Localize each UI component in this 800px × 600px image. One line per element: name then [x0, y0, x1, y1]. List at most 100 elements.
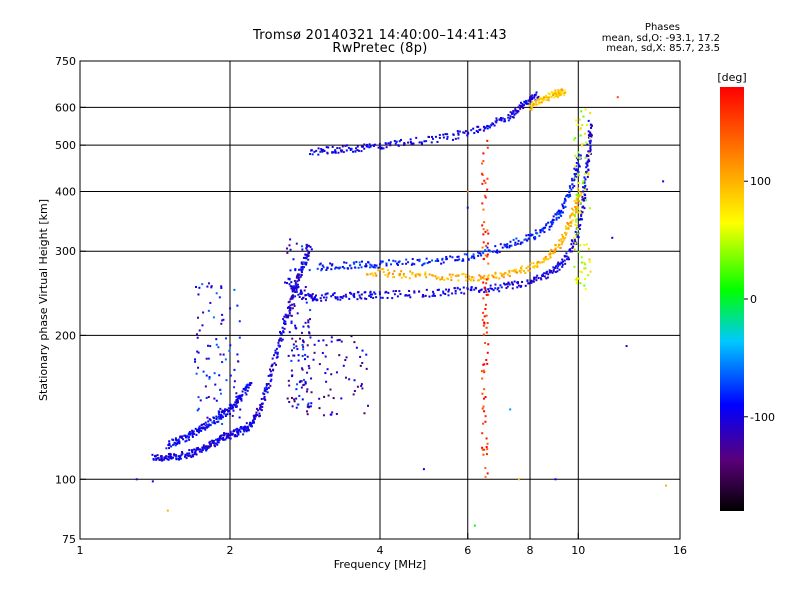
trace-point: [365, 143, 368, 146]
trace-point: [565, 226, 568, 229]
trace-point: [589, 148, 592, 151]
cluster-point: [573, 213, 576, 216]
trace-point: [527, 282, 530, 285]
trace-point: [246, 389, 249, 392]
cluster-point: [574, 220, 577, 223]
trace-point: [289, 298, 292, 301]
trace-point: [285, 282, 288, 285]
cluster-point: [345, 356, 348, 359]
cluster-point: [577, 182, 580, 185]
cluster-point: [577, 251, 580, 254]
cluster-point: [579, 134, 582, 137]
cluster-point: [588, 152, 591, 155]
trace-point: [477, 279, 480, 282]
trace-point: [167, 444, 170, 447]
trace-point: [166, 458, 169, 461]
cluster-point: [308, 367, 311, 370]
cluster-point: [353, 390, 356, 393]
cluster-point: [355, 346, 358, 349]
trace-point: [548, 225, 551, 228]
cluster-point: [584, 263, 587, 266]
trace-point: [351, 150, 354, 153]
trace-point: [203, 427, 206, 430]
cluster-point: [306, 388, 309, 391]
trace-point: [181, 450, 184, 453]
trace-point: [533, 266, 536, 269]
trace-point: [442, 261, 445, 264]
cluster-point: [296, 312, 299, 315]
trace-point: [557, 94, 560, 97]
trace-point: [435, 277, 438, 280]
trace-point: [479, 275, 482, 278]
trace-point: [561, 263, 564, 266]
cluster-point: [361, 387, 364, 390]
trace-point: [368, 143, 371, 146]
trace-point: [580, 194, 583, 197]
trace-point: [314, 294, 317, 297]
trace-point: [382, 271, 385, 274]
trace-point: [568, 224, 571, 227]
trace-point: [533, 276, 536, 279]
trace-point: [320, 147, 323, 150]
trace-point: [487, 125, 490, 128]
cluster-point: [238, 416, 241, 419]
trace-point: [570, 225, 573, 228]
trace-point: [512, 116, 515, 119]
trace-point: [283, 319, 286, 322]
trace-point: [498, 290, 501, 293]
trace-point: [379, 145, 382, 148]
trace-point: [391, 272, 394, 275]
cluster-point: [484, 467, 487, 470]
trace-point: [578, 199, 581, 202]
trace-point: [320, 267, 323, 270]
trace-point: [216, 421, 219, 424]
trace-point: [443, 278, 446, 281]
trace-point: [171, 438, 174, 441]
trace-point: [539, 277, 542, 280]
trace-point: [220, 410, 223, 413]
trace-point: [356, 149, 359, 152]
trace-point: [356, 298, 359, 301]
trace-point: [466, 288, 469, 291]
trace-point: [385, 290, 388, 293]
trace-point: [244, 386, 247, 389]
trace-point: [260, 397, 263, 400]
trace-point: [587, 119, 590, 122]
cluster-point: [302, 384, 305, 387]
trace-point: [411, 262, 414, 265]
trace-point: [353, 292, 356, 295]
trace-point: [209, 419, 212, 422]
trace-point: [508, 271, 511, 274]
trace-point: [235, 395, 238, 398]
trace-point: [317, 147, 320, 150]
trace-point: [548, 253, 551, 256]
trace-point: [188, 454, 191, 457]
cluster-point: [207, 282, 210, 285]
trace-point: [589, 142, 592, 145]
cluster-point: [296, 280, 299, 283]
trace-point: [575, 209, 578, 212]
trace-point: [334, 267, 337, 270]
trace-point: [515, 268, 518, 271]
trace-point: [372, 296, 375, 299]
trace-point: [418, 274, 421, 277]
trace-point: [496, 251, 499, 254]
cluster-point: [574, 164, 577, 167]
trace-point: [240, 399, 243, 402]
trace-point: [288, 312, 291, 315]
trace-point: [554, 248, 557, 251]
trace-point: [450, 276, 453, 279]
cluster-point: [194, 360, 197, 363]
cluster-point: [288, 331, 291, 334]
trace-point: [204, 428, 207, 431]
trace-point: [290, 287, 293, 290]
trace-point: [186, 452, 189, 455]
trace-point: [585, 171, 588, 174]
cluster-point: [293, 304, 296, 307]
cluster-point: [307, 402, 310, 405]
phase-colorbar: [720, 87, 744, 511]
trace-point: [562, 207, 565, 210]
trace-point: [445, 277, 448, 280]
cluster-point: [197, 396, 200, 399]
trace-point: [434, 135, 437, 138]
